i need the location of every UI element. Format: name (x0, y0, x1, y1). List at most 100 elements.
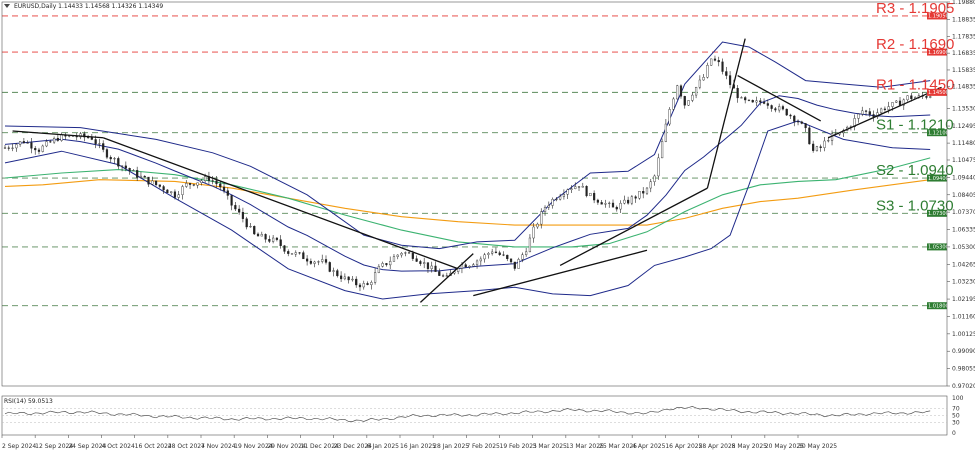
candle-body (188, 183, 192, 185)
candle-body (464, 264, 467, 268)
candle (494, 247, 498, 254)
trendline (12, 130, 104, 139)
candle-body (15, 144, 18, 149)
y-tick-label: 0.98055 (952, 366, 975, 373)
trendline (419, 253, 474, 303)
candle (264, 233, 267, 243)
candle-body (170, 191, 173, 194)
candle (532, 222, 535, 243)
candle-body (177, 194, 180, 198)
candle-body (113, 158, 116, 160)
candle-body (627, 199, 630, 204)
candle-body (37, 149, 41, 152)
y-tick-label: 1.03230 (952, 279, 975, 286)
y-tick-label: 1.14835 (952, 84, 975, 91)
candle (222, 182, 226, 194)
candle-body (876, 112, 879, 118)
candle-body (694, 87, 698, 96)
candle (377, 264, 380, 274)
candle-body (226, 190, 229, 196)
candle-body (139, 175, 143, 178)
y-tick-label: 1.18835 (952, 17, 975, 24)
candle-body (136, 170, 139, 178)
y-tick-label: 1.08405 (952, 192, 975, 199)
candle (596, 198, 599, 205)
candle (290, 253, 294, 255)
candle-body (283, 245, 286, 252)
candle (687, 100, 690, 107)
candle (426, 262, 430, 273)
candle (52, 136, 56, 144)
candle-body (880, 108, 883, 113)
candle-body (649, 181, 652, 189)
candle (710, 58, 713, 66)
candle-body (830, 133, 834, 141)
trendline (737, 75, 822, 122)
candle (438, 268, 441, 276)
candle-body (717, 60, 720, 63)
candle (253, 225, 256, 235)
candle-body (570, 188, 573, 191)
candle-body (521, 254, 524, 260)
x-tick-label: 28 Jan 2025 (433, 443, 469, 450)
candle-body (770, 105, 773, 109)
candle (770, 104, 773, 112)
candle-body (415, 258, 418, 262)
candle (275, 237, 279, 242)
candle (170, 191, 173, 195)
candle (509, 258, 513, 264)
candle (302, 250, 305, 260)
candle-body (426, 262, 430, 269)
candle-body (79, 133, 82, 138)
y-tick-label: 1.07370 (952, 209, 975, 216)
y-tick-label: 1.16835 (952, 50, 975, 57)
candle (868, 107, 871, 118)
x-tick-label: 4 Oct 2024 (102, 443, 135, 450)
candle (234, 202, 237, 212)
candle-body (56, 138, 59, 141)
candle (340, 271, 343, 282)
candle (385, 263, 388, 267)
y-tick-label: 1.11480 (952, 140, 975, 147)
candle (789, 113, 792, 119)
candle-body (827, 140, 830, 142)
candle (562, 189, 566, 200)
candle (717, 56, 720, 67)
candle (400, 252, 403, 258)
candle-body (747, 99, 751, 101)
candle-body (309, 260, 312, 264)
candle (317, 260, 320, 266)
candle (215, 175, 218, 189)
candle (815, 145, 819, 152)
candle (634, 195, 637, 203)
candle (683, 95, 686, 109)
candle-body (196, 182, 199, 186)
candle (306, 255, 309, 266)
candle (706, 62, 709, 79)
level-lines (2, 15, 947, 307)
candle (823, 136, 826, 152)
candle (498, 250, 501, 256)
candle (574, 182, 577, 190)
candle (691, 92, 694, 103)
level-price-box (927, 302, 947, 310)
candle (861, 106, 864, 117)
candle-body (721, 61, 724, 72)
y-tick-label: 1.02195 (952, 296, 975, 303)
candle (876, 108, 879, 120)
candle (721, 58, 724, 75)
candle (713, 55, 717, 62)
x-tick-label: 24 Sep 2024 (68, 443, 106, 450)
candle (766, 99, 769, 109)
x-tick-label: 3 Mar 2025 (533, 443, 567, 450)
level-price-box-label: 1.19050 (928, 14, 949, 20)
candle-body (49, 141, 52, 143)
candle (491, 248, 494, 256)
candle-body (211, 180, 214, 182)
candle-body (868, 111, 871, 115)
candle (547, 201, 550, 211)
candle (506, 254, 509, 262)
candle (521, 252, 524, 263)
candle-body (785, 108, 788, 116)
x-tick-label: 16 Apr 2025 (665, 443, 702, 450)
